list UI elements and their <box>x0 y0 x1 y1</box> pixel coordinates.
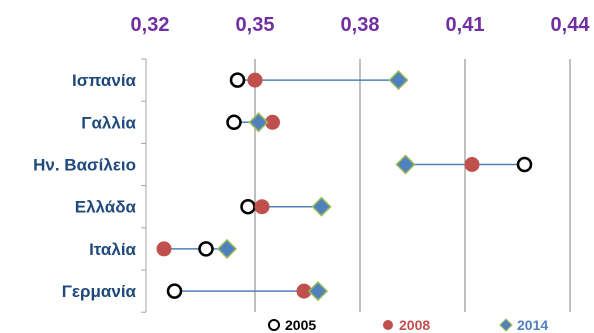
category-labels: Ισπανία Γαλλία Ην. Βασίλειο Ελλάδα Ιταλία Γερ… <box>33 71 136 301</box>
category-label: Ισπανία <box>72 71 137 90</box>
marker-2014 <box>388 70 409 91</box>
marker-2005 <box>226 114 242 131</box>
x-tick-label: 0,35 <box>236 14 275 36</box>
marker-2005 <box>229 72 246 88</box>
connector-lines <box>164 79 525 292</box>
marker-2008 <box>247 72 263 88</box>
marker-2008 <box>254 199 270 215</box>
category-label: Γαλλία <box>81 113 136 132</box>
category-label: Ιταλία <box>89 240 136 259</box>
gridlines <box>254 59 571 312</box>
x-tick-label: 0,41 <box>446 14 485 36</box>
legend-label-2005: 2005 <box>285 317 316 333</box>
marker-2005 <box>240 198 256 215</box>
marker-2014 <box>307 281 329 302</box>
x-tick-labels: 0,32 0,35 0,38 0,41 0,44 <box>131 14 591 36</box>
marker-2005 <box>516 156 533 173</box>
x-tick-label: 0,44 <box>551 14 591 36</box>
legend-label-2008: 2008 <box>399 317 430 333</box>
x-tick-label: 0,32 <box>131 14 170 36</box>
marker-2014 <box>395 154 416 175</box>
marker-2014 <box>311 196 332 217</box>
legend-marker-2008 <box>383 320 393 330</box>
marker-2005 <box>198 241 214 257</box>
marker-2014 <box>248 112 269 133</box>
category-label: Ην. Βασίλειο <box>33 156 136 175</box>
legend-label-2014: 2014 <box>517 317 548 333</box>
category-label: Γερμανία <box>62 282 137 301</box>
data-markers <box>156 70 533 302</box>
marker-2008 <box>156 241 172 257</box>
legend-marker-2005 <box>268 319 280 331</box>
legend: 2005 2008 2014 <box>268 317 548 333</box>
marker-2008 <box>464 157 480 172</box>
category-label: Ελλάδα <box>75 198 137 217</box>
marker-2014 <box>216 238 238 259</box>
legend-marker-2014 <box>499 318 513 332</box>
marker-2005 <box>166 283 183 299</box>
x-tick-label: 0,38 <box>341 14 380 36</box>
category-axis <box>141 58 147 313</box>
